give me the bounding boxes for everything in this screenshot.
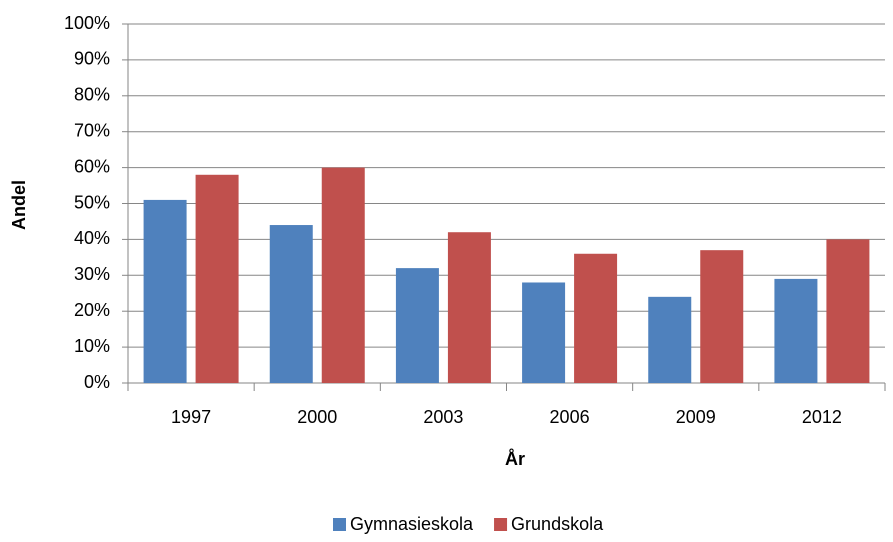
y-axis-label: Andel (9, 180, 29, 230)
y-tick-label: 20% (74, 300, 110, 320)
y-tick-label: 60% (74, 156, 110, 176)
bar (143, 199, 187, 383)
bar (648, 296, 692, 383)
y-tick-label: 80% (74, 85, 110, 105)
y-tick-label: 10% (74, 336, 110, 356)
legend-label: Grundskola (511, 514, 604, 534)
bar (574, 253, 618, 383)
bar (269, 225, 313, 383)
bar (700, 250, 744, 383)
x-tick-label: 2012 (802, 407, 842, 427)
bar (774, 278, 818, 383)
y-tick-label: 0% (84, 372, 110, 392)
x-axis-label: År (505, 449, 525, 469)
legend-swatch (333, 518, 346, 531)
legend-swatch (494, 518, 508, 531)
x-tick-label: 2000 (297, 407, 337, 427)
y-tick-label: 70% (74, 120, 110, 140)
bar (395, 268, 439, 383)
y-tick-label: 50% (74, 192, 110, 212)
x-tick-label: 2006 (550, 407, 590, 427)
y-tick-label: 40% (74, 228, 110, 248)
y-tick-label: 100% (64, 13, 110, 33)
x-tick-label: 1997 (171, 407, 211, 427)
bar (195, 174, 239, 383)
bar (522, 282, 566, 383)
y-tick-label: 90% (74, 49, 110, 69)
x-tick-label: 2003 (423, 407, 463, 427)
bar (826, 239, 870, 383)
y-tick-label: 30% (74, 264, 110, 284)
x-tick-label: 2009 (676, 407, 716, 427)
bar (447, 232, 491, 383)
legend-label: Gymnasieskola (350, 514, 474, 534)
bar (321, 167, 365, 383)
